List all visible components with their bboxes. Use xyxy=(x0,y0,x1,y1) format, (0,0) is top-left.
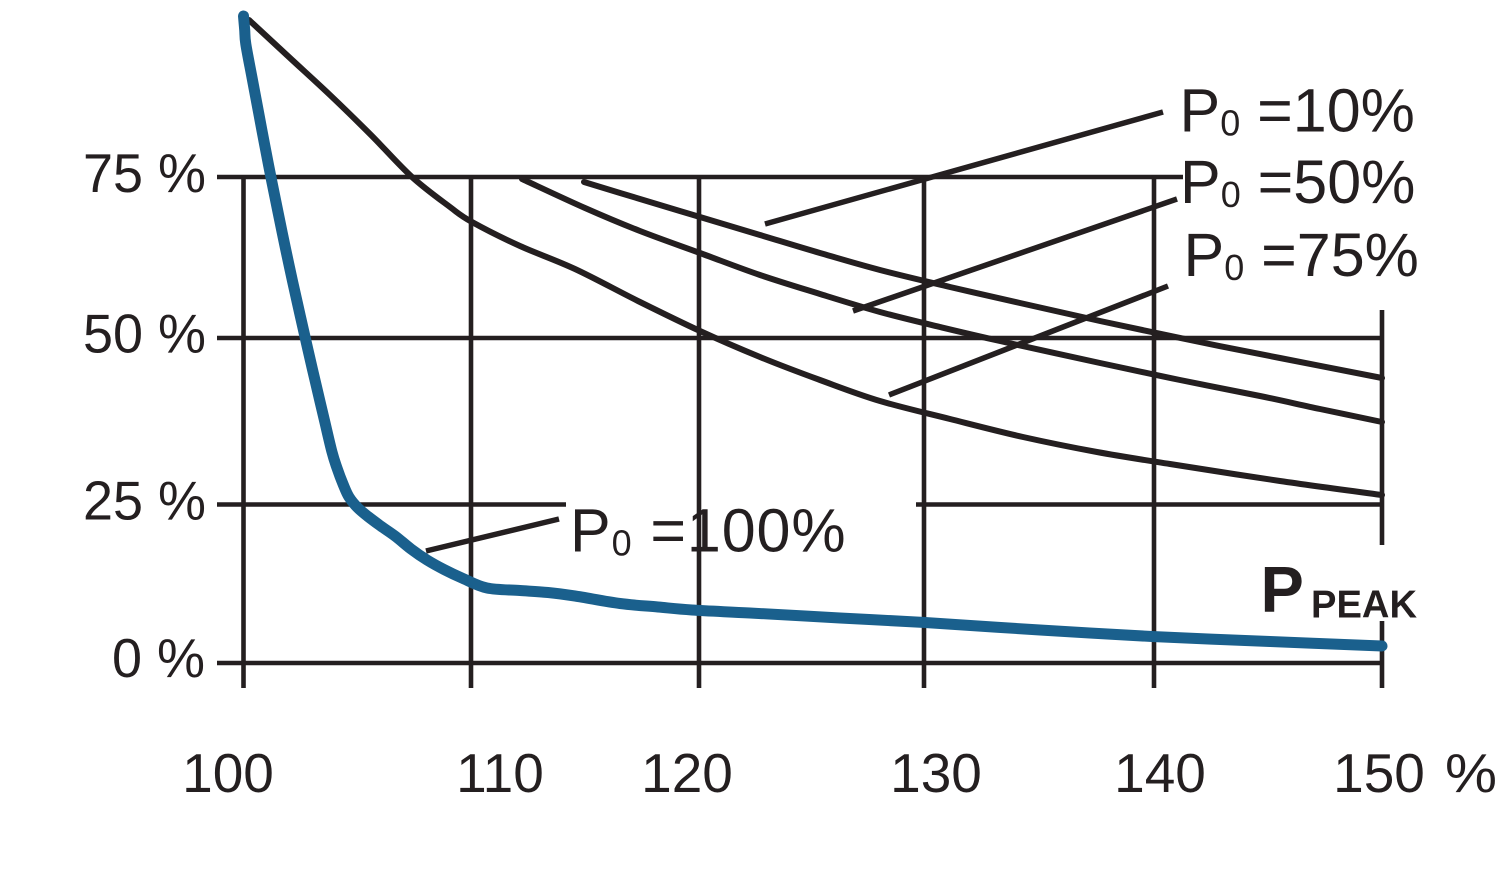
svg-text:130: 130 xyxy=(890,742,982,804)
svg-text:P: P xyxy=(1261,553,1304,626)
svg-text:P0 =100%: P0 =100% xyxy=(570,497,847,565)
svg-text:PEAK: PEAK xyxy=(1311,584,1417,627)
svg-text:50 %: 50 % xyxy=(83,302,206,364)
svg-text:100: 100 xyxy=(182,742,274,804)
svg-text:%: % xyxy=(1445,742,1497,804)
svg-text:P0 =75%: P0 =75% xyxy=(1184,221,1419,289)
svg-text:140: 140 xyxy=(1114,742,1206,804)
svg-text:25 %: 25 % xyxy=(83,469,206,531)
svg-text:110: 110 xyxy=(456,742,544,804)
svg-text:P0 =10%: P0 =10% xyxy=(1180,77,1415,145)
svg-text:150: 150 xyxy=(1333,742,1425,804)
svg-text:P0 =50%: P0 =50% xyxy=(1180,148,1415,216)
svg-text:75 %: 75 % xyxy=(83,142,206,204)
svg-text:120: 120 xyxy=(641,742,733,804)
svg-text:0 %: 0 % xyxy=(112,627,205,689)
